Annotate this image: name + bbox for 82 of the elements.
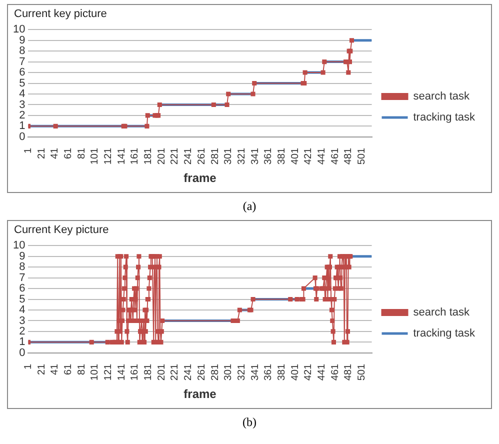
x-tick-label: 301 — [223, 363, 234, 381]
y-tick-label: 3 — [19, 98, 26, 111]
legend-label: tracking task — [413, 112, 476, 124]
x-tick-label: 441 — [316, 363, 328, 381]
y-tick-label: 5 — [19, 77, 26, 90]
x-tick-label: 221 — [170, 363, 181, 381]
x-tick-label: 161 — [130, 147, 141, 165]
y-tick-label: 10 — [12, 24, 26, 36]
x-tick-label: 401 — [290, 363, 301, 381]
x-tick-label: 421 — [303, 363, 314, 381]
y-tick-label: 6 — [19, 282, 26, 295]
y-tick-label: 10 — [12, 240, 26, 252]
x-tick-label: 161 — [130, 363, 141, 381]
y-tick-label: 9 — [19, 34, 26, 46]
x-tick-label: 261 — [196, 147, 208, 165]
text: (a) — [242, 198, 258, 215]
x-tick-label: 241 — [183, 363, 194, 381]
x-tick-label: 281 — [210, 147, 221, 165]
y-tick-label: 8 — [19, 261, 26, 274]
legend-label: tracking task — [413, 328, 476, 340]
y-tick-label: 1 — [19, 336, 26, 348]
x-tick-label: 121 — [103, 363, 114, 381]
x-tick-label: 81 — [76, 147, 88, 160]
x-tick-label: 81 — [76, 363, 88, 376]
x-tick-label: 461 — [330, 363, 341, 381]
y-tick-label: 4 — [19, 304, 26, 316]
x-tick-label: 121 — [103, 147, 114, 165]
x-tick-label: 381 — [276, 147, 288, 165]
y-tick-label: 5 — [19, 293, 26, 306]
x-tick-label: 201 — [156, 147, 168, 165]
y-tick-label: 3 — [19, 314, 26, 327]
text: (b) — [242, 414, 258, 431]
x-tick-label: 101 — [90, 363, 101, 381]
x-axis-title: frame — [184, 387, 217, 402]
x-tick-label: 361 — [263, 147, 274, 165]
x-tick-label: 481 — [343, 147, 354, 165]
x-tick-label: 441 — [316, 147, 328, 165]
x-tick-label: 501 — [356, 363, 368, 381]
x-tick-label: 41 — [50, 363, 61, 376]
y-tick-label: 0 — [19, 346, 26, 359]
y-tick-label: 0 — [19, 130, 26, 143]
x-tick-label: 141 — [116, 363, 128, 381]
x-tick-label: 321 — [236, 363, 248, 381]
x-tick-label: 341 — [250, 363, 261, 381]
y-tick-label: 9 — [19, 250, 26, 262]
x-tick-label: 181 — [143, 363, 154, 381]
y-tick-label: 6 — [19, 66, 26, 79]
x-tick-label: 381 — [276, 363, 288, 381]
x-axis-title: frame — [184, 171, 217, 186]
x-tick-label: 481 — [343, 363, 354, 381]
x-tick-label: 421 — [303, 147, 314, 165]
x-tick-label: 461 — [330, 147, 341, 165]
x-tick-label: 61 — [63, 147, 74, 160]
x-tick-label: 321 — [236, 147, 248, 165]
legend-label: search task — [413, 306, 470, 319]
x-tick-label: 21 — [36, 363, 48, 376]
x-tick-label: 201 — [156, 363, 168, 381]
y-tick-label: 4 — [19, 88, 26, 100]
x-tick-label: 401 — [290, 147, 301, 165]
x-tick-label: 361 — [263, 363, 274, 381]
x-tick-label: 221 — [170, 147, 181, 165]
legend-label: search task — [413, 90, 470, 103]
x-tick-label: 241 — [183, 147, 194, 165]
x-tick-label: 501 — [356, 147, 368, 165]
y-axis-title: Current Key picture — [13, 224, 110, 236]
x-tick-label: 181 — [143, 147, 154, 165]
y-axis-title: Current key picture — [13, 8, 108, 20]
y-tick-label: 7 — [19, 56, 26, 68]
x-tick-label: 301 — [223, 147, 234, 165]
x-tick-label: 41 — [50, 147, 61, 160]
x-tick-label: 61 — [63, 363, 74, 376]
x-tick-label: 281 — [210, 363, 221, 381]
x-tick-label: 141 — [116, 147, 128, 165]
x-tick-label: 21 — [36, 147, 48, 160]
x-tick-label: 101 — [90, 147, 101, 165]
y-tick-label: 2 — [19, 109, 26, 122]
y-tick-label: 1 — [19, 120, 26, 132]
y-tick-label: 8 — [19, 45, 26, 58]
y-tick-label: 7 — [19, 272, 26, 284]
x-tick-label: 341 — [250, 147, 261, 165]
y-tick-label: 2 — [19, 325, 26, 338]
x-tick-label: 261 — [196, 363, 208, 381]
